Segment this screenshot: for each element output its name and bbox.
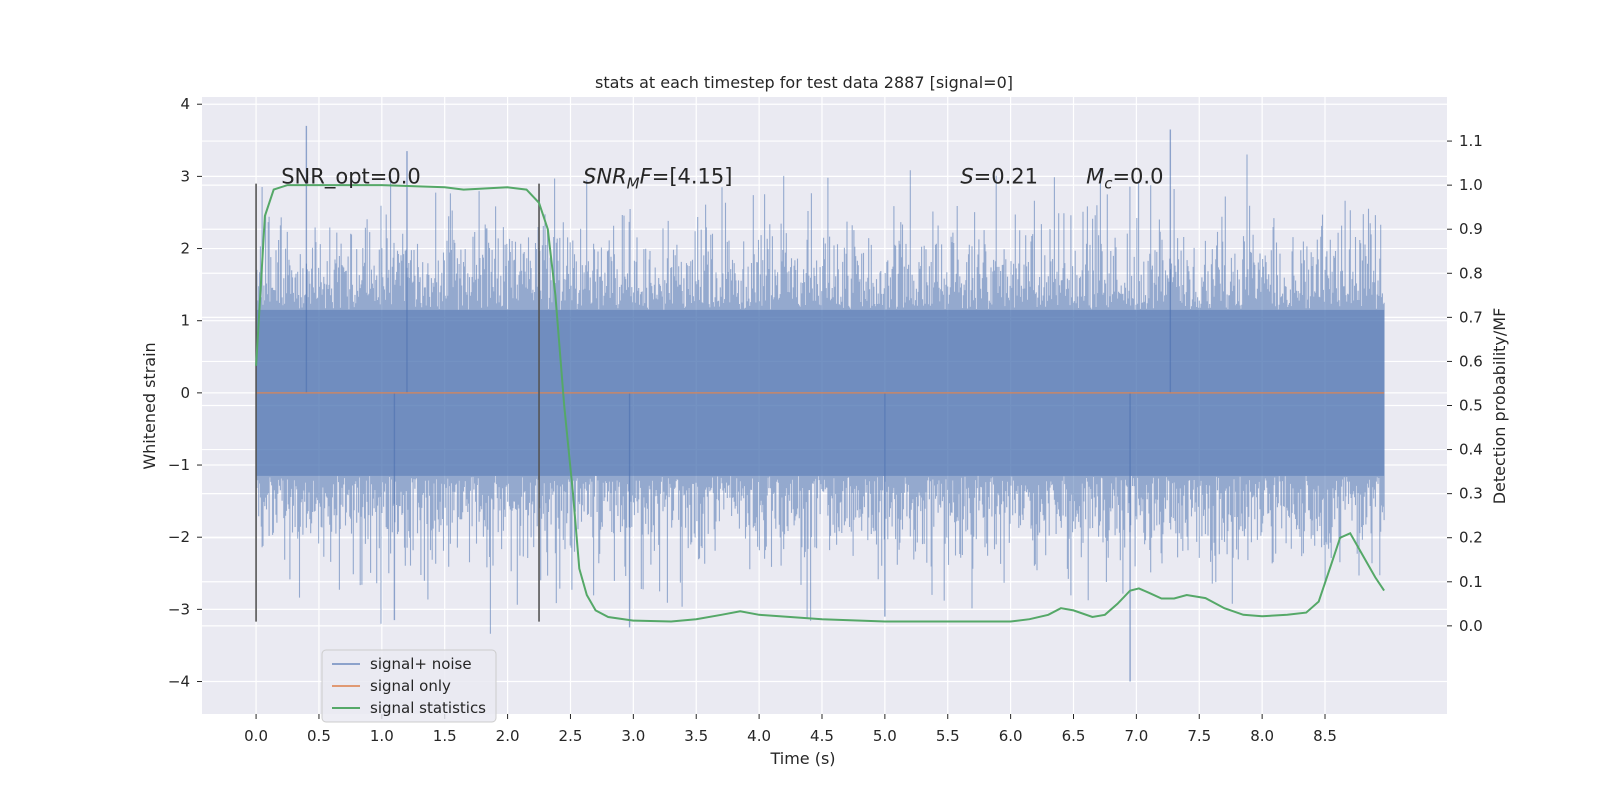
y2-tick-label: 0.4 <box>1459 441 1483 459</box>
x-tick-label: 0.5 <box>307 727 331 745</box>
x-tick-label: 8.5 <box>1313 727 1337 745</box>
y-tick-label: −3 <box>168 600 190 618</box>
y-tick-label: 2 <box>180 240 190 258</box>
axes-layer: 0.0 0.5 1.0 1.5 2.0 2.5 3.0 3.5 4.0 4.5 5.0 5.5 6.0 6… <box>168 95 1483 745</box>
y2-tick-label: 0.6 <box>1459 352 1483 370</box>
x-tick-label: 7.0 <box>1124 727 1148 745</box>
y-tick-label: 0 <box>180 384 190 402</box>
x-tick-label: 2.5 <box>559 727 583 745</box>
annotations: SNR_opt=0.0 SNRMF=[4.15] S=0.21 Mc=0.0 <box>281 164 1163 192</box>
y-tick-label: 4 <box>180 95 190 113</box>
chart-title: stats at each timestep for test data 288… <box>595 73 1013 92</box>
x-tick-label: 5.0 <box>873 727 897 745</box>
y2-tick-label: 0.9 <box>1459 220 1483 238</box>
annotation-text: Mc=0.0 <box>1086 164 1163 192</box>
y2-tick-label: 0.2 <box>1459 529 1483 547</box>
x-tick-label: 1.5 <box>433 727 457 745</box>
x-tick-label: 4.0 <box>747 727 771 745</box>
y2-tick-label: 0.5 <box>1459 397 1483 415</box>
legend: signal+ noise signal only signal statistic… <box>321 649 497 723</box>
x-tick-label: 7.5 <box>1187 727 1211 745</box>
x-tick-label: 5.5 <box>936 727 960 745</box>
x-tick-label: 0.0 <box>244 727 268 745</box>
x-tick-label: 6.5 <box>1062 727 1086 745</box>
x-tick-label: 3.0 <box>621 727 645 745</box>
y2-tick-label: 0.1 <box>1459 573 1483 591</box>
x-tick-label: 8.0 <box>1250 727 1274 745</box>
y2-tick-label: 0.0 <box>1459 617 1483 635</box>
y2-tick-label: 0.8 <box>1459 264 1483 282</box>
x-tick-label: 6.0 <box>999 727 1023 745</box>
y2-axis-label: Detection probability/MF <box>1490 308 1509 505</box>
y-axis-label: Whitened strain <box>140 342 159 469</box>
y-tick-label: −2 <box>168 528 190 546</box>
annotation-text: S=0.21 <box>960 164 1038 188</box>
x-tick-label: 2.0 <box>496 727 520 745</box>
y-tick-label: −1 <box>168 456 190 474</box>
x-tick-label: 1.0 <box>370 727 394 745</box>
y2-tick-label: 0.7 <box>1459 308 1483 326</box>
legend-label: signal only <box>370 677 451 695</box>
annotation-text: SNRMF=[4.15] <box>583 164 732 192</box>
y-tick-label: −4 <box>168 673 190 691</box>
plot-content <box>255 125 1385 682</box>
legend-label: signal+ noise <box>370 655 472 673</box>
y-tick-label: 3 <box>180 167 190 185</box>
legend-box <box>321 649 497 723</box>
x-axis-label: Time (s) <box>769 749 835 768</box>
y2-tick-label: 0.3 <box>1459 485 1483 503</box>
x-tick-label: 4.5 <box>810 727 834 745</box>
y2-tick-label: 1.1 <box>1459 132 1483 150</box>
y2-tick-label: 1.0 <box>1459 176 1483 194</box>
legend-label: signal statistics <box>370 699 486 717</box>
annotation-text: SNR_opt=0.0 <box>281 164 421 189</box>
y-tick-label: 1 <box>180 312 190 330</box>
x-tick-label: 3.5 <box>684 727 708 745</box>
signal-statistics-line <box>255 184 1385 623</box>
